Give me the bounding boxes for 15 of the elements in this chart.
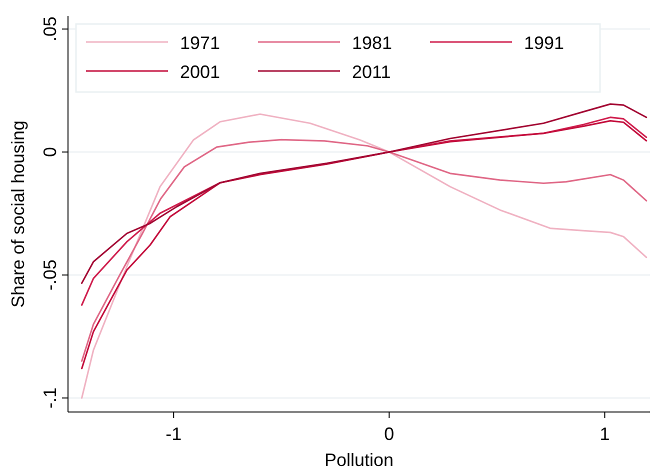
y-tick-label: -.05 bbox=[40, 259, 60, 291]
y-tick-label: 0 bbox=[40, 147, 60, 158]
y-tick-label: -.1 bbox=[40, 387, 60, 408]
y-axis-title: Share of social housing bbox=[8, 120, 28, 308]
line-series bbox=[80, 103, 648, 284]
x-tick-label: 0 bbox=[384, 424, 394, 444]
x-tick-label: 1 bbox=[600, 424, 610, 444]
legend-label: 1971 bbox=[180, 33, 220, 53]
x-tick-label: -1 bbox=[166, 424, 182, 444]
legend-label: 2011 bbox=[352, 62, 391, 82]
y-tick-label: .05 bbox=[40, 16, 60, 42]
legend-label: 2001 bbox=[180, 62, 220, 82]
x-axis-title: Pollution bbox=[324, 450, 394, 470]
legend-label: 1991 bbox=[524, 33, 564, 53]
legend-label: 1981 bbox=[352, 33, 392, 53]
